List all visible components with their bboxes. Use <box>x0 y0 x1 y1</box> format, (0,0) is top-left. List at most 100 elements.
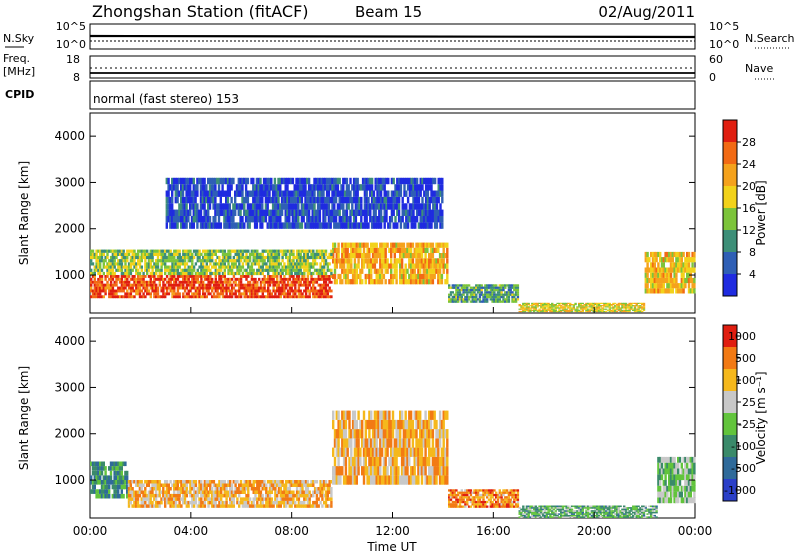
power-cell <box>457 293 460 296</box>
power-cell <box>120 262 124 266</box>
power-cell <box>435 216 439 223</box>
power-cell <box>129 277 133 281</box>
power-cell <box>225 190 228 197</box>
velocity-cell <box>124 480 127 485</box>
power-cell <box>194 286 198 290</box>
power-cell <box>277 292 281 296</box>
power-cell <box>271 196 275 204</box>
power-cell <box>118 265 122 269</box>
power-cell <box>632 308 635 310</box>
power-cell <box>209 259 212 263</box>
power-cell <box>480 291 483 294</box>
power-cell <box>187 289 190 293</box>
power-cell <box>624 305 628 307</box>
velocity-cell <box>209 483 212 487</box>
power-cell <box>267 286 270 290</box>
power-cell <box>379 268 382 274</box>
power-cell <box>183 252 187 256</box>
power-cell <box>405 177 408 185</box>
power-cell <box>256 289 259 293</box>
power-cell <box>522 310 525 313</box>
power-cell <box>239 265 243 269</box>
power-cell <box>171 252 174 256</box>
power-cell <box>246 209 250 216</box>
power-cell <box>608 302 611 304</box>
velocity-cell <box>194 490 198 494</box>
power-cell <box>313 289 317 293</box>
power-cell <box>187 265 190 269</box>
power-cell <box>399 253 402 259</box>
power-cell <box>99 259 102 263</box>
power-cell <box>241 265 245 269</box>
power-cell <box>324 275 328 278</box>
power-cell <box>180 203 183 210</box>
power-cell <box>409 242 413 248</box>
power-cell <box>388 247 391 253</box>
power-cell <box>424 273 427 280</box>
power-cell <box>357 253 360 259</box>
power-cell <box>178 216 181 223</box>
velocity-cell <box>140 504 143 508</box>
velocity-cell <box>158 480 161 484</box>
power-cell <box>111 255 115 260</box>
velocity-cell <box>169 480 172 484</box>
power-cell <box>424 222 428 229</box>
power-cell <box>267 289 270 293</box>
power-cell <box>183 177 186 185</box>
power-cell <box>355 268 358 274</box>
power-cell <box>329 209 332 216</box>
power-cell <box>619 308 622 310</box>
power-cell <box>422 263 425 269</box>
velocity-cell <box>348 466 351 476</box>
power-cell <box>475 293 478 296</box>
power-cell <box>180 283 183 287</box>
power-cell <box>567 302 570 304</box>
power-ytick-label: 4000 <box>54 129 85 143</box>
power-cell <box>144 255 147 260</box>
power-cell <box>158 271 161 276</box>
power-cell <box>307 177 311 185</box>
power-cell <box>196 271 199 276</box>
power-cell <box>406 216 410 223</box>
power-cell <box>214 295 217 299</box>
freq-axis-top: 18 <box>66 53 80 66</box>
power-cell <box>312 252 315 256</box>
power-cell <box>496 298 500 301</box>
power-cell <box>263 275 266 278</box>
velocity-cell <box>138 480 142 484</box>
power-cell <box>312 277 315 281</box>
power-cell <box>118 268 122 272</box>
power-cell <box>185 283 189 287</box>
power-cell <box>451 298 454 301</box>
power-cell <box>581 302 584 304</box>
velocity-cell <box>341 429 344 439</box>
velocity-cell <box>149 487 152 491</box>
power-cell <box>268 283 272 287</box>
power-cell <box>283 265 286 269</box>
power-cell <box>319 249 322 253</box>
power-cell <box>650 288 653 294</box>
power-cell <box>612 308 615 310</box>
velocity-cell <box>256 487 259 491</box>
power-cell <box>259 196 262 204</box>
power-cell <box>471 291 474 294</box>
velocity-cell <box>295 497 299 501</box>
power-cell <box>303 252 306 256</box>
power-cell <box>330 280 333 284</box>
power-cell <box>345 196 349 204</box>
power-cell <box>423 216 426 223</box>
power-cell <box>192 209 195 216</box>
velocity-cell <box>104 475 107 480</box>
power-cell <box>129 271 133 276</box>
power-cell <box>380 263 384 269</box>
power-cell <box>311 196 314 204</box>
velocity-cell <box>91 480 95 485</box>
power-cell <box>417 222 421 229</box>
velocity-cell <box>187 480 190 484</box>
power-cell <box>108 271 111 276</box>
power-cell <box>403 222 406 229</box>
power-cell <box>547 302 550 304</box>
power-cell <box>169 286 172 290</box>
power-cell <box>594 308 597 310</box>
velocity-cell <box>212 480 216 484</box>
